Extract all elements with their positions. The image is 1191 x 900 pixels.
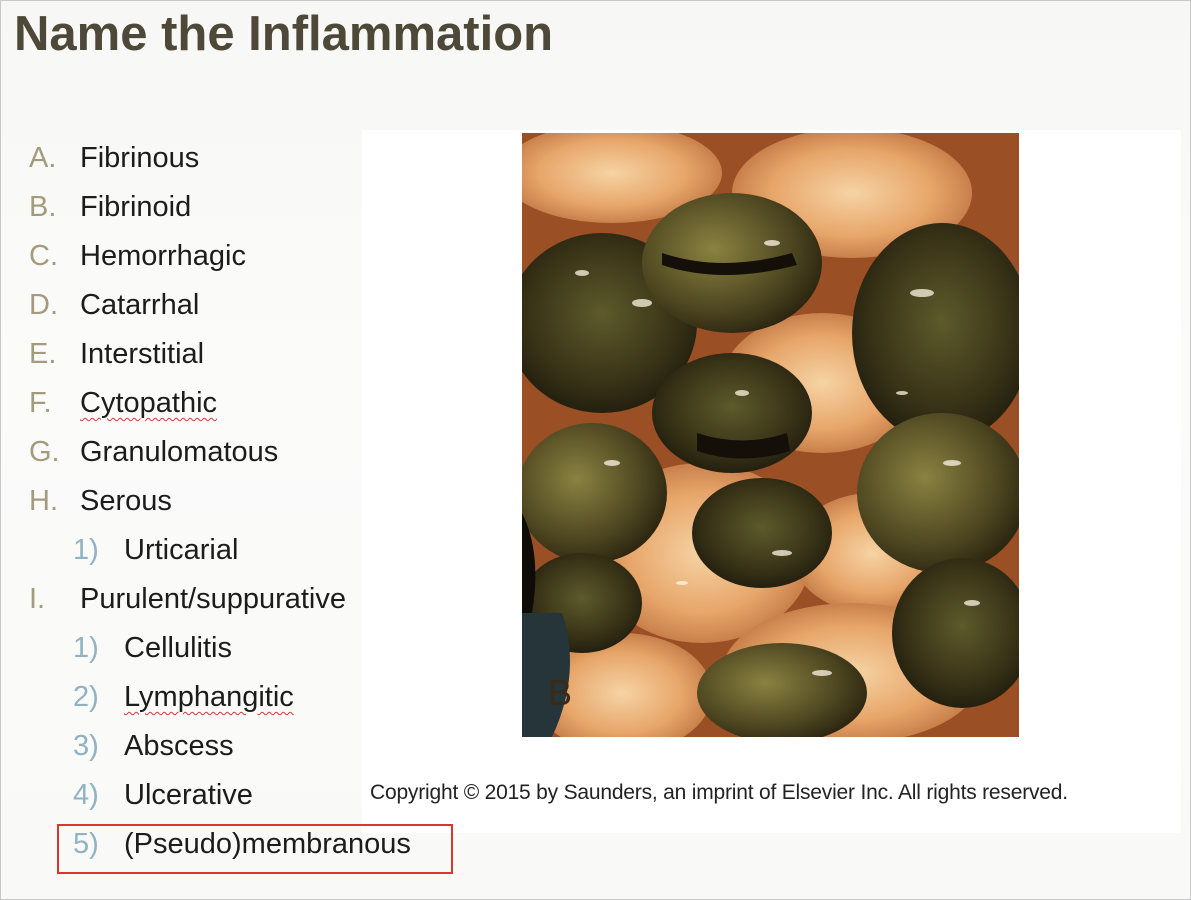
list-marker: 1) [73, 534, 99, 566]
copyright-notice: Copyright © 2015 by Saunders, an imprint… [370, 781, 1068, 804]
list-item-label: Serous [80, 485, 172, 517]
list-marker: 3) [73, 730, 99, 762]
list-marker: 2) [73, 681, 99, 713]
list-marker: D. [29, 289, 58, 321]
list-item-label: Fibrinoid [80, 191, 192, 223]
list-item-label: Abscess [124, 730, 234, 762]
list-item-label: Fibrinous [80, 142, 200, 174]
list-marker: F. [29, 387, 52, 419]
list-marker: G. [29, 436, 60, 468]
list-item-label: Lymphangitic [124, 681, 294, 713]
list-item-label: Purulent/suppurative [80, 583, 346, 615]
list-item-label: Ulcerative [124, 779, 253, 811]
pathology-photo [522, 133, 1019, 737]
list-marker: I. [29, 583, 46, 615]
list-marker: H. [29, 485, 58, 517]
list-marker: 4) [73, 779, 99, 811]
answer-highlight-box [57, 824, 453, 874]
photo-panel-label: B [548, 672, 573, 713]
list-marker: 5) [73, 828, 99, 860]
list-item-label: (Pseudo)membranous [124, 828, 411, 860]
list-item-label: Urticarial [124, 534, 239, 566]
list-item-label: Cytopathic [80, 387, 218, 419]
list-item-label: Hemorrhagic [80, 240, 246, 272]
list-marker: C. [29, 240, 58, 272]
slide-title: Name the Inflammation [14, 7, 554, 61]
list-item-label: Granulomatous [80, 436, 279, 468]
list-marker: 1) [73, 632, 99, 664]
list-item-label: Catarrhal [80, 289, 200, 321]
list-item-label: Interstitial [80, 338, 205, 370]
list-marker: A. [29, 142, 57, 174]
list-item-label: Cellulitis [124, 632, 232, 664]
list-marker: B. [29, 191, 57, 223]
list-marker: E. [29, 338, 57, 370]
